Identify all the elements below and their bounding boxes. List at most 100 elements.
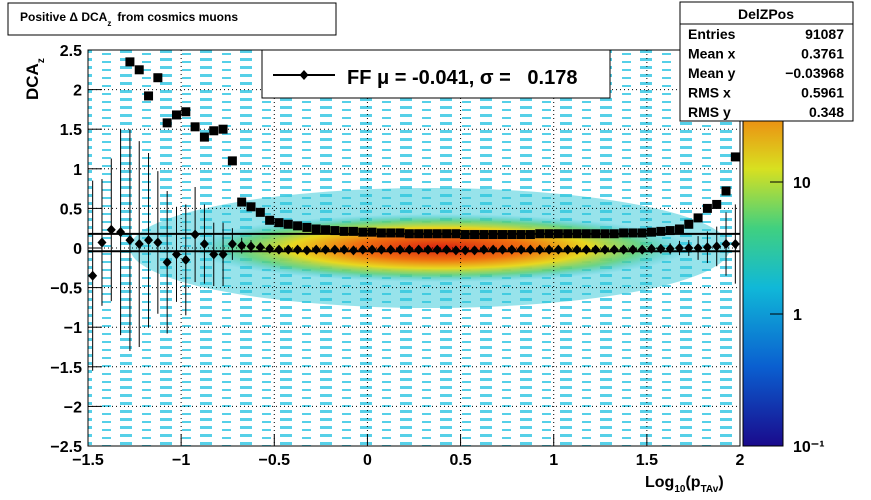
x-tick-label: 1.5 <box>636 452 658 469</box>
x-tick-label: −1 <box>172 452 190 469</box>
diamond-marker <box>97 237 107 248</box>
diamond-marker <box>330 244 340 255</box>
square-marker <box>591 229 601 239</box>
colorbar-tick-label: 1 <box>793 307 802 324</box>
diamond-marker <box>367 244 377 255</box>
colorbar-tick-label: 10 <box>793 175 811 192</box>
square-marker <box>712 199 722 209</box>
x-label-sub: TAv <box>701 484 719 495</box>
square-marker <box>572 229 582 239</box>
square-marker <box>479 230 489 240</box>
square-marker <box>563 229 573 239</box>
diamond-marker <box>218 249 228 260</box>
square-marker <box>302 222 312 232</box>
square-marker <box>702 203 712 213</box>
diamond-marker <box>116 227 126 238</box>
title: from cosmics muons <box>117 10 238 24</box>
square-marker <box>488 230 498 240</box>
square-marker <box>265 215 275 225</box>
square-marker <box>497 230 507 240</box>
diamond-marker <box>628 244 638 255</box>
square-marker <box>171 110 181 120</box>
square-marker <box>376 228 386 238</box>
diamond-marker <box>693 243 703 253</box>
diamond-marker <box>637 244 647 255</box>
y-tick-label: −1 <box>64 320 82 337</box>
square-marker <box>525 230 535 240</box>
x-tick-label: 0 <box>363 452 372 469</box>
square-marker <box>647 227 657 237</box>
diamond-marker <box>684 243 694 253</box>
square-marker <box>451 229 461 239</box>
diamond-marker <box>395 244 405 255</box>
square-marker <box>414 229 424 239</box>
diamond-marker <box>479 244 489 255</box>
stats-key: RMS y <box>688 104 731 120</box>
diamond-marker <box>283 244 293 255</box>
diamond-marker <box>721 239 731 250</box>
y-label-sub: z <box>36 58 47 63</box>
x-tick-label: −1.5 <box>72 452 104 469</box>
diamond-marker <box>246 241 256 252</box>
square-marker <box>442 229 452 239</box>
diamond-marker <box>181 254 191 265</box>
square-marker <box>321 225 331 235</box>
square-marker <box>162 118 172 128</box>
diamond-marker <box>153 237 163 248</box>
stats-value: 0.348 <box>809 104 844 120</box>
diamond-marker <box>553 244 563 255</box>
diamond-marker <box>237 240 247 251</box>
square-marker <box>628 228 638 238</box>
diamond-marker <box>572 244 582 255</box>
diamond-marker <box>544 244 554 255</box>
square-marker <box>684 219 694 229</box>
square-marker <box>609 229 619 239</box>
square-marker <box>237 197 247 207</box>
square-marker <box>665 226 675 236</box>
square-marker <box>619 228 629 238</box>
stats-frame <box>679 1 854 122</box>
x-tick-label: 1 <box>549 452 558 469</box>
diamond-marker <box>525 244 535 255</box>
stats-title: DelZPos <box>738 6 794 22</box>
diamond-marker <box>171 249 181 260</box>
y-tick-label: 0 <box>73 241 82 258</box>
square-marker <box>311 224 321 234</box>
diamond-marker <box>125 235 135 246</box>
y-label: DCA <box>23 63 42 100</box>
square-marker <box>367 227 377 237</box>
diamond-marker <box>460 245 470 256</box>
svg-text:Log10(pTAv): Log10(pTAv) <box>645 474 724 495</box>
diamond-marker <box>609 244 619 255</box>
diamond-marker <box>274 244 284 255</box>
x-tick-label: −0.5 <box>258 452 290 469</box>
diamond-marker <box>516 244 526 255</box>
square-marker <box>581 229 591 239</box>
square-marker <box>535 229 545 239</box>
square-marker <box>218 124 228 134</box>
diamond-marker <box>665 243 675 254</box>
stats-value: 0.3761 <box>801 46 844 62</box>
diamond-marker <box>321 244 331 255</box>
legend-text: FF μ = -0.041, σ = 0.178 <box>347 67 577 89</box>
diamond-marker <box>507 244 517 255</box>
diamond-marker <box>497 244 507 255</box>
diamond-marker <box>600 244 610 255</box>
legend-marker <box>299 70 309 80</box>
stats-key: Entries <box>688 26 736 42</box>
diamond-marker <box>702 242 712 253</box>
square-marker <box>144 91 154 101</box>
x-label: (p <box>685 474 700 491</box>
x-label: ) <box>718 474 723 491</box>
diamond-marker <box>470 245 480 256</box>
square-marker <box>637 228 647 238</box>
stats-key: Mean x <box>688 46 736 62</box>
square-marker <box>674 224 684 234</box>
diamond-marker <box>647 243 657 254</box>
title-box: Positive Δ DCAz from cosmics muons <box>7 2 337 36</box>
square-marker <box>404 229 414 239</box>
square-marker <box>330 226 340 236</box>
square-marker <box>358 227 368 237</box>
diamond-marker <box>619 244 629 255</box>
